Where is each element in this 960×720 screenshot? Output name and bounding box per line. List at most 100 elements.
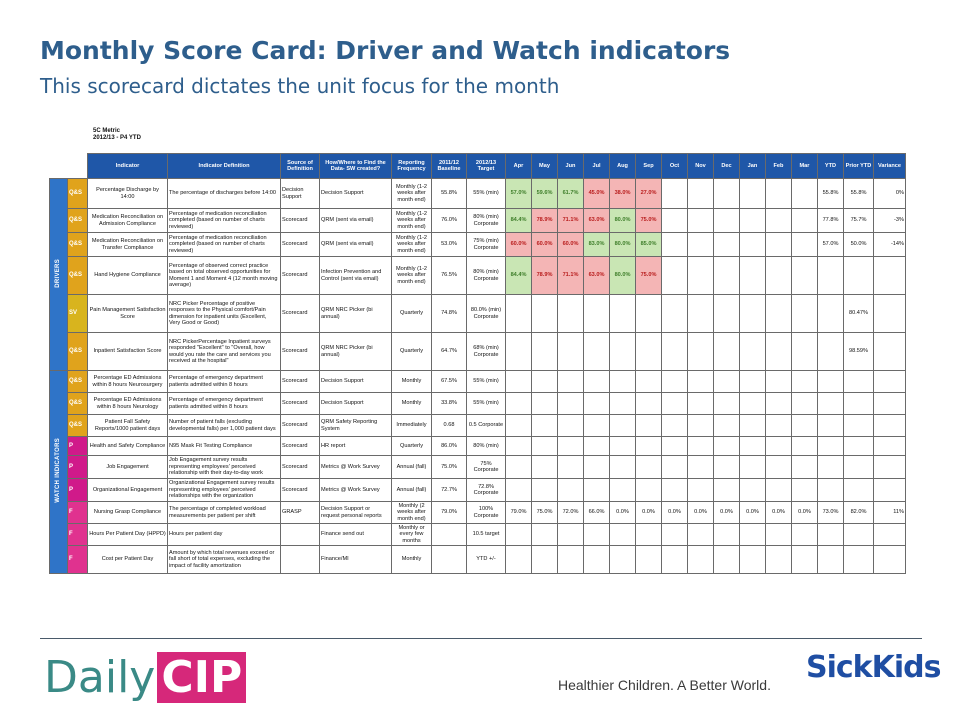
indicator-cell: Hours Per Patient Day (HPPD) [87,523,168,546]
frequency-cell: Annual (fall) [391,478,432,502]
month-value-cell: 80.0% [609,232,636,257]
definition-cell: Percentage of emergency department patie… [167,392,281,415]
month-value-cell [557,478,584,502]
col-header-month: Oct [661,153,688,179]
ytd-cell [817,370,844,393]
month-value-cell [765,545,792,574]
month-value-cell [583,523,610,546]
month-value-cell [583,392,610,415]
how-where-cell: Metrics @ Work Survey [319,455,392,479]
indicator-cell: Patient Fall Safety Reports/1000 patient… [87,414,168,437]
month-value-cell [713,478,740,502]
month-value-cell [713,392,740,415]
target-cell: 100% Corporate [466,501,506,524]
month-value-cell: 60.0% [531,232,558,257]
month-value-cell [739,414,766,437]
month-value-cell [791,370,818,393]
col-header-definition: Indicator Definition [167,153,281,179]
category-badge: Q&S [67,256,88,295]
month-value-cell [557,332,584,371]
month-value-cell: 63.0% [583,256,610,295]
month-value-cell: 0.0% [635,501,662,524]
month-value-cell [505,332,532,371]
indicator-cell: Medication Reconciliation on Admission C… [87,208,168,233]
target-cell: 75% Corporate [466,455,506,479]
month-value-cell [635,545,662,574]
month-value-cell [765,208,792,233]
month-value-cell [687,523,714,546]
month-value-cell [739,523,766,546]
scorecard-row: WATCH INDICATORS Q&S Percentage ED Admissi… [49,370,906,574]
month-value-cell [713,523,740,546]
ytd-cell [817,545,844,574]
month-value-cell [791,436,818,456]
scorecard-row: SV Pain Management Satisfaction Score NRC … [50,294,906,333]
month-value-cell: 66.0% [583,501,610,524]
month-value-cell [557,436,584,456]
month-value-cell [635,294,662,333]
month-value-cell: 78.9% [531,256,558,295]
month-value-cell [661,232,688,257]
how-where-cell: Metrics @ Work Survey [319,478,392,502]
definition-cell: Percentage of observed correct practice … [167,256,281,295]
month-value-cell [687,332,714,371]
month-value-cell [609,332,636,371]
month-value-cell [739,178,766,209]
month-value-cell [791,256,818,295]
month-value-cell [583,545,610,574]
month-value-cell [739,545,766,574]
prior-ytd-cell [843,523,874,546]
month-value-cell [531,545,558,574]
how-where-cell: HR report [319,436,392,456]
category-badge: SV [67,294,88,333]
month-value-cell: 38.0% [609,178,636,209]
month-value-cell: 84.4% [505,208,532,233]
variance-cell: 11% [873,501,906,524]
col-header-baseline: 2011/12 Baseline [431,153,467,179]
month-value-cell: 80.0% [609,208,636,233]
indicator-cell: Percentage ED Admissions within 8 hours … [87,392,168,415]
prior-ytd-cell: 50.0% [843,232,874,257]
definition-cell: Percentage of emergency department patie… [167,370,281,393]
month-value-cell [661,455,688,479]
month-value-cell [791,523,818,546]
month-value-cell [661,256,688,295]
month-value-cell: 80.0% [609,256,636,295]
baseline-cell: 64.7% [431,332,467,371]
baseline-cell: 67.5% [431,370,467,393]
month-value-cell [687,370,714,393]
month-value-cell [713,545,740,574]
header-row: Indicator Indicator Definition Source of… [49,153,906,179]
month-value-cell [505,294,532,333]
category-badge: Q&S [67,370,88,393]
month-value-cell: 63.0% [583,208,610,233]
variance-cell [873,455,906,479]
month-value-cell [531,294,558,333]
month-value-cell [713,332,740,371]
month-value-cell: 27.0% [635,178,662,209]
definition-cell: Amount by which total revenues exceed or… [167,545,281,574]
frequency-cell: Quarterly [391,436,432,456]
month-value-cell [791,294,818,333]
month-value-cell: 85.0% [635,232,662,257]
source-cell [280,523,320,546]
period-label: 2012/13 - P4 YTD [93,135,141,141]
scorecard-row: F Nursing Grasp Compliance The percentage … [50,501,906,524]
source-cell: Scorecard [280,455,320,479]
month-value-cell [765,294,792,333]
month-value-cell [531,370,558,393]
month-value-cell [687,294,714,333]
month-value-cell: 71.1% [557,256,584,295]
month-value-cell [739,294,766,333]
month-value-cell [583,414,610,437]
how-where-cell: Finance send out [319,523,392,546]
category-badge: Q&S [67,208,88,233]
frequency-cell: Immediately [391,414,432,437]
month-value-cell: 45.0% [583,178,610,209]
month-value-cell [713,232,740,257]
target-cell: 55% (min) [466,178,506,209]
scorecard-row: P Organizational Engagement Organizational… [50,478,906,502]
month-value-cell [791,478,818,502]
how-where-cell: QRM Safety Reporting System [319,414,392,437]
month-value-cell [635,332,662,371]
